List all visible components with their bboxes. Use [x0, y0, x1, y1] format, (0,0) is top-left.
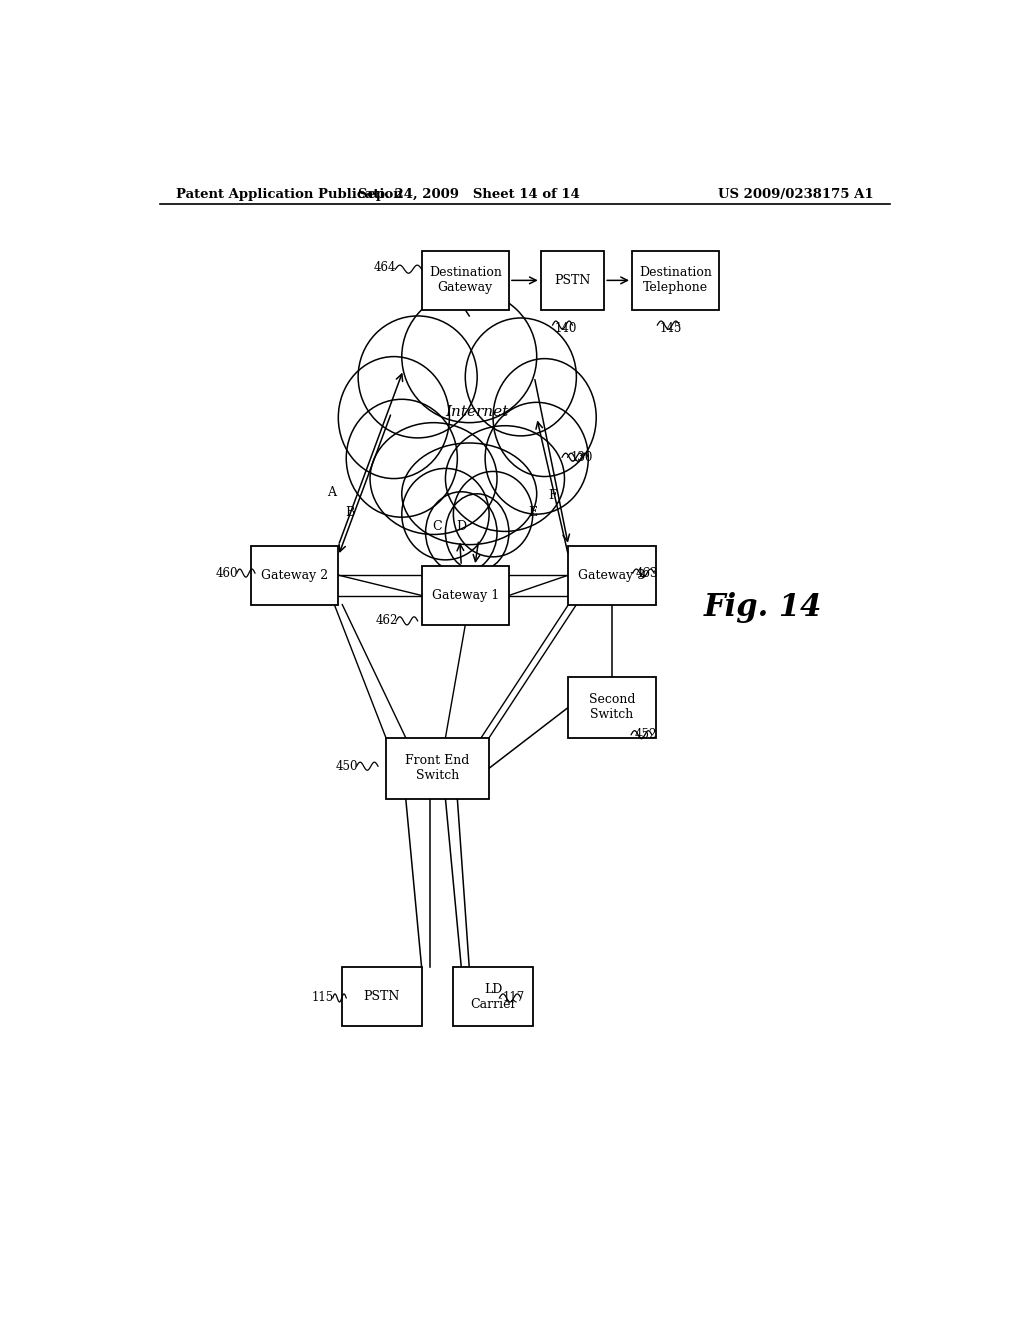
Text: 145: 145 [659, 322, 682, 335]
Text: 117: 117 [503, 991, 525, 1005]
Ellipse shape [401, 290, 537, 422]
FancyBboxPatch shape [251, 545, 338, 605]
Text: C: C [433, 520, 442, 533]
Text: Front End
Switch: Front End Switch [406, 754, 470, 783]
FancyBboxPatch shape [422, 566, 509, 624]
Text: E: E [528, 506, 538, 519]
Text: 140: 140 [555, 322, 578, 335]
Text: Gateway 3: Gateway 3 [579, 569, 646, 582]
Text: PSTN: PSTN [554, 273, 591, 286]
FancyBboxPatch shape [568, 677, 655, 738]
Text: D: D [457, 520, 466, 533]
Ellipse shape [454, 471, 532, 557]
Text: 463: 463 [636, 566, 658, 579]
Text: Internet: Internet [445, 405, 509, 420]
Text: LD
Carrier: LD Carrier [470, 983, 516, 1011]
Text: F: F [548, 490, 557, 503]
Text: Second
Switch: Second Switch [589, 693, 635, 721]
Text: A: A [328, 486, 337, 499]
Ellipse shape [485, 403, 588, 515]
Text: Gateway 1: Gateway 1 [432, 589, 499, 602]
FancyBboxPatch shape [632, 251, 719, 310]
Text: PSTN: PSTN [364, 990, 400, 1003]
Text: B: B [345, 506, 355, 519]
FancyBboxPatch shape [568, 545, 655, 605]
Ellipse shape [401, 469, 489, 560]
Text: 460: 460 [215, 566, 238, 579]
Ellipse shape [338, 356, 450, 479]
Text: Fig. 14: Fig. 14 [703, 591, 822, 623]
Text: Destination
Gateway: Destination Gateway [429, 267, 502, 294]
FancyBboxPatch shape [342, 968, 422, 1027]
Text: US 2009/0238175 A1: US 2009/0238175 A1 [719, 189, 873, 202]
FancyBboxPatch shape [422, 251, 509, 310]
Text: Sep. 24, 2009   Sheet 14 of 14: Sep. 24, 2009 Sheet 14 of 14 [358, 189, 581, 202]
FancyBboxPatch shape [386, 738, 489, 799]
FancyBboxPatch shape [454, 968, 532, 1027]
Text: 464: 464 [374, 260, 396, 273]
Ellipse shape [358, 315, 477, 438]
Text: 115: 115 [312, 991, 335, 1005]
Ellipse shape [401, 444, 537, 545]
FancyBboxPatch shape [541, 251, 604, 310]
Ellipse shape [445, 494, 509, 572]
Text: 452: 452 [634, 729, 656, 742]
Text: Patent Application Publication: Patent Application Publication [176, 189, 402, 202]
Ellipse shape [346, 399, 458, 517]
Ellipse shape [494, 359, 596, 477]
Text: Destination
Telephone: Destination Telephone [639, 267, 712, 294]
Text: 450: 450 [336, 760, 358, 772]
Ellipse shape [426, 492, 497, 573]
Text: Gateway 2: Gateway 2 [261, 569, 329, 582]
Text: 130: 130 [570, 450, 593, 463]
Text: 462: 462 [376, 614, 398, 627]
Ellipse shape [445, 426, 564, 532]
Ellipse shape [370, 422, 497, 535]
Ellipse shape [465, 318, 577, 436]
